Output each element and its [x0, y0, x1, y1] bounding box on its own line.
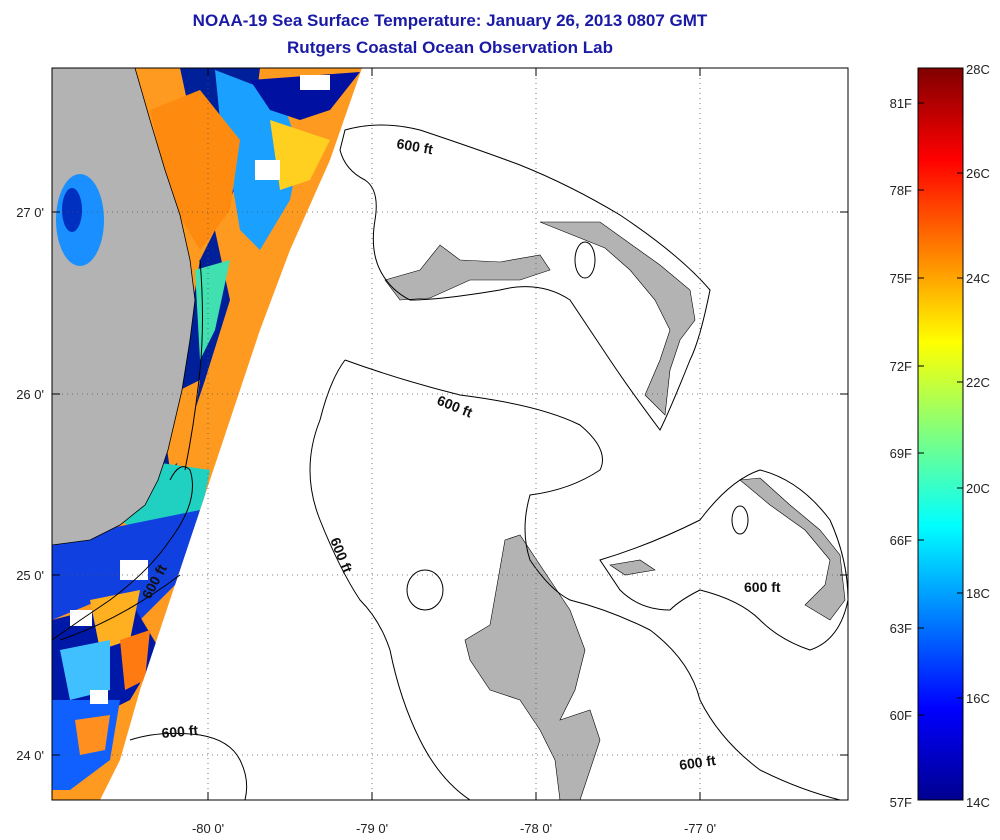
colorbar-c-label: 22C [966, 375, 990, 390]
colorbar-c-label: 28C [966, 62, 990, 77]
lat-tick-label: 26 0' [16, 387, 44, 402]
lat-tick-label: 25 0' [16, 568, 44, 583]
map-frame [51, 67, 849, 801]
colorbar-f-label: 72F [890, 359, 912, 374]
new-providence-land [609, 559, 656, 576]
map-subtitle: Rutgers Coastal Ocean Observation Lab [287, 38, 613, 57]
colorbar-c-label: 26C [966, 166, 990, 181]
florida-keys [59, 574, 181, 641]
andros-land [464, 534, 601, 800]
colorbar-c-label: 18C [966, 586, 990, 601]
abaco-land [539, 221, 696, 416]
lon-tick-label: -77 0' [684, 821, 716, 836]
colorbar-f-label: 75F [890, 271, 912, 286]
contour-label: 600 ft [395, 135, 434, 157]
lon-tick-label: -80 0' [192, 821, 224, 836]
contour-label: 600 ft [678, 752, 717, 773]
contour-label: 600 ft [161, 722, 199, 741]
lon-tick-label: -79 0' [356, 821, 388, 836]
grand-bahama-land [384, 244, 551, 301]
colorbar-f-label: 60F [890, 708, 912, 723]
colorbar-f-label: 66F [890, 533, 912, 548]
lat-tick-label: 24 0' [16, 748, 44, 763]
colorbar-c-label: 24C [966, 271, 990, 286]
eleuthera-land [739, 477, 846, 621]
colorbar [917, 67, 964, 801]
colorbar-c-label: 20C [966, 481, 990, 496]
colorbar-f-label: 63F [890, 621, 912, 636]
map-gridlines [52, 68, 848, 800]
lat-tick-label: 27 0' [16, 205, 44, 220]
colorbar-f-label: 81F [890, 96, 912, 111]
colorbar-c-label: 14C [966, 795, 990, 810]
contour-label: 600 ft [744, 579, 781, 595]
map-title: NOAA-19 Sea Surface Temperature: January… [192, 11, 708, 30]
lon-tick-label: -78 0' [520, 821, 552, 836]
colorbar-ticks [918, 102, 963, 716]
bathymetry-contours [52, 124, 848, 800]
colorbar-f-label: 57F [890, 795, 912, 810]
axis-ticks [52, 68, 848, 800]
colorbar-c-label: 16C [966, 691, 990, 706]
colorbar-f-label: 78F [890, 183, 912, 198]
colorbar-f-label: 69F [890, 446, 912, 461]
